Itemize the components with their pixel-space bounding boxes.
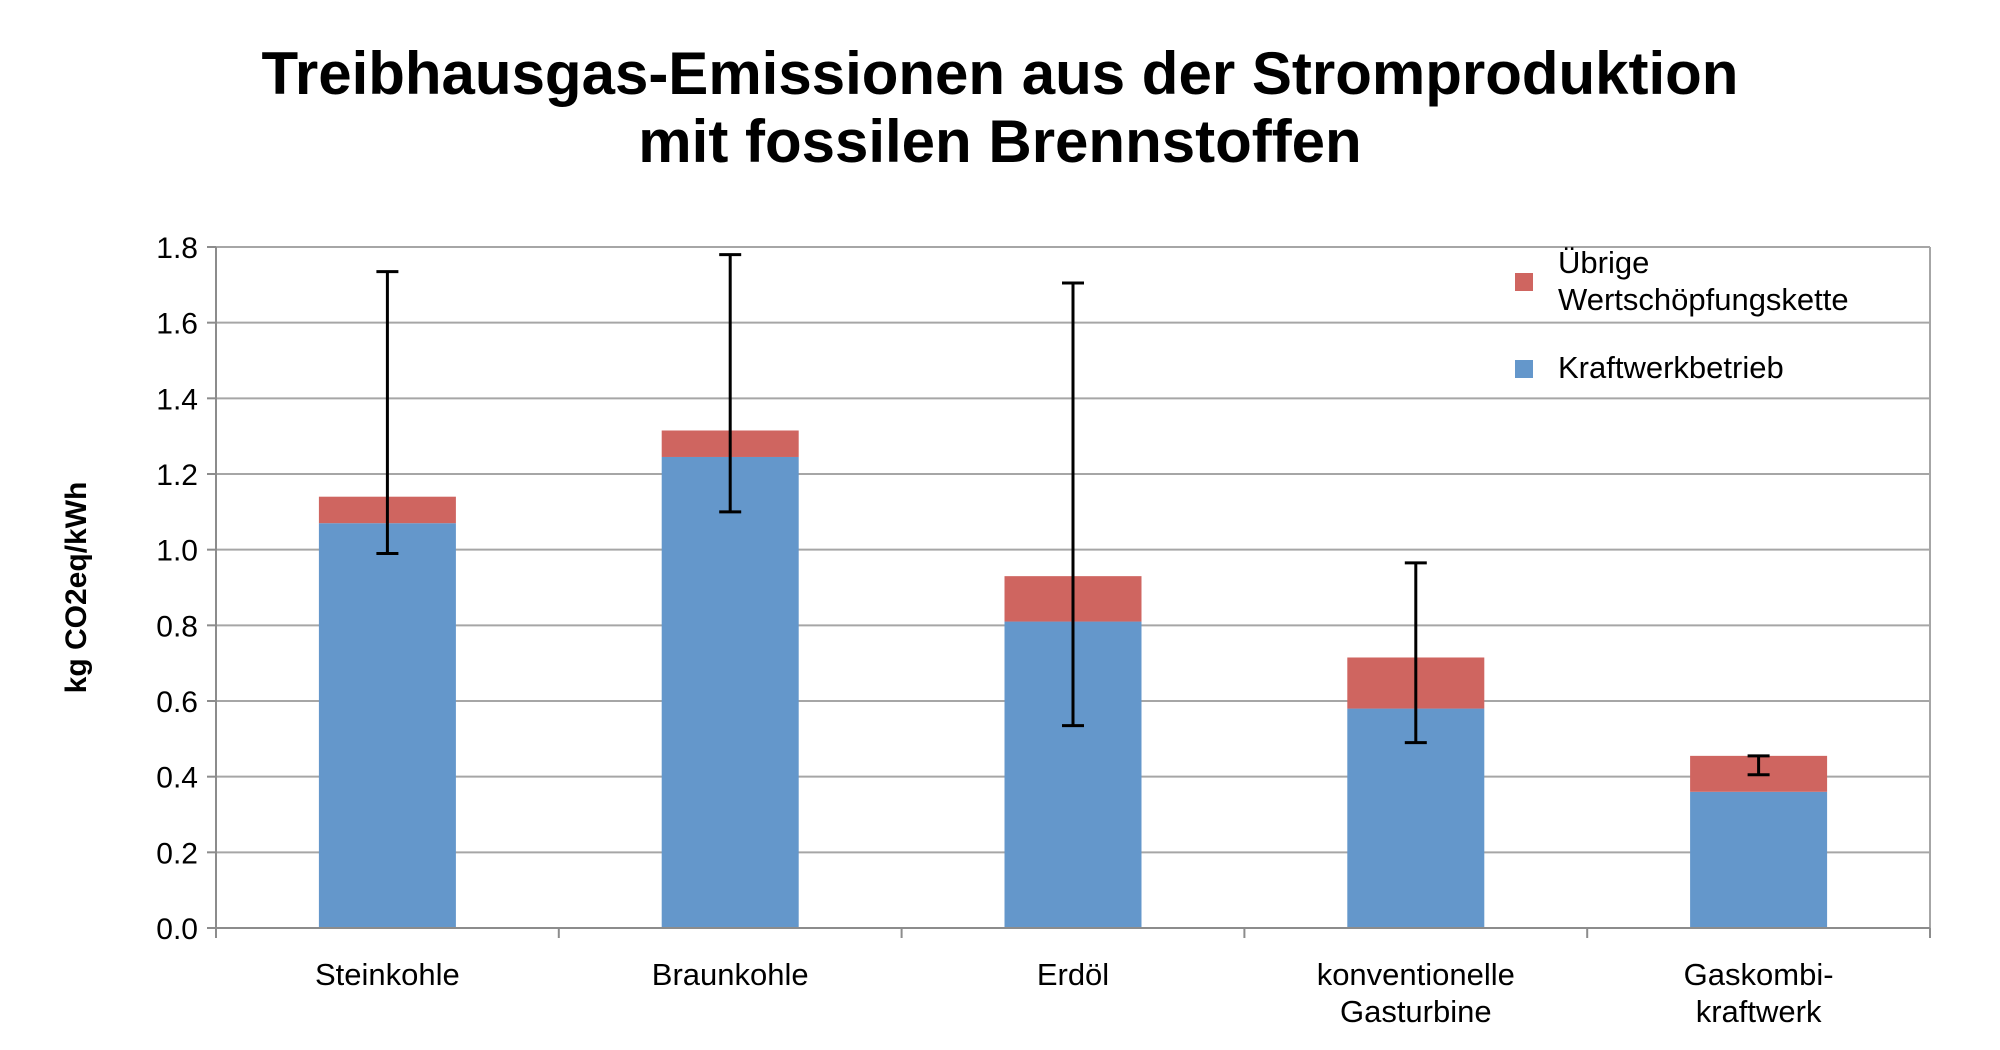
- error-bars: [376, 253, 1770, 777]
- x-category-label: Gasturbine: [1340, 994, 1492, 1029]
- y-tick-label: 1.2: [156, 459, 198, 492]
- y-tick-label: 0.8: [156, 610, 198, 643]
- x-category-label: Gaskombi-: [1684, 957, 1834, 992]
- y-tick-label: 1.0: [156, 535, 198, 568]
- y-tick-label: 0.4: [156, 762, 198, 795]
- y-tick-label: 1.4: [156, 383, 198, 416]
- bar-kraftwerkbetrieb: [1690, 791, 1828, 928]
- chart-title-line-2: mit fossilen Brennstoffen: [638, 108, 1362, 175]
- axes: 0.0 0.2 0.4 0.6 0.8 1.0 1.2 1.4 1.6 1.8 Steinkohle…: [156, 232, 1931, 1029]
- legend-swatch-kraftwerkbetrieb: [1515, 360, 1533, 378]
- legend-label: Übrige: [1558, 245, 1649, 280]
- chart-title: Treibhausgas-Emissionen aus der Strompro…: [0, 40, 2000, 176]
- legend-swatch-uebrige: [1515, 273, 1533, 291]
- x-category-label: kraftwerk: [1696, 994, 1822, 1029]
- x-category-label: konventionelle: [1317, 957, 1515, 992]
- legend-label: Kraftwerkbetrieb: [1558, 350, 1784, 385]
- y-tick-label: 0.0: [156, 913, 198, 946]
- y-tick-label: 0.2: [156, 837, 198, 870]
- bar-kraftwerkbetrieb: [1347, 708, 1485, 928]
- legend-label: Wertschöpfungskette: [1558, 282, 1849, 317]
- y-tick-label: 1.6: [156, 308, 198, 341]
- y-tick-label: 1.8: [156, 232, 198, 265]
- y-tick-label: 0.6: [156, 686, 198, 719]
- bar-kraftwerkbetrieb: [318, 523, 456, 928]
- x-category-label: Erdöl: [1037, 957, 1109, 992]
- y-axis-label: kg CO2eq/kWh: [60, 482, 93, 694]
- x-category-label: Steinkohle: [315, 957, 460, 992]
- chart-title-line-1: Treibhausgas-Emissionen aus der Strompro…: [261, 40, 1739, 107]
- x-category-label: Braunkohle: [652, 957, 809, 992]
- bar-kraftwerkbetrieb: [661, 456, 799, 928]
